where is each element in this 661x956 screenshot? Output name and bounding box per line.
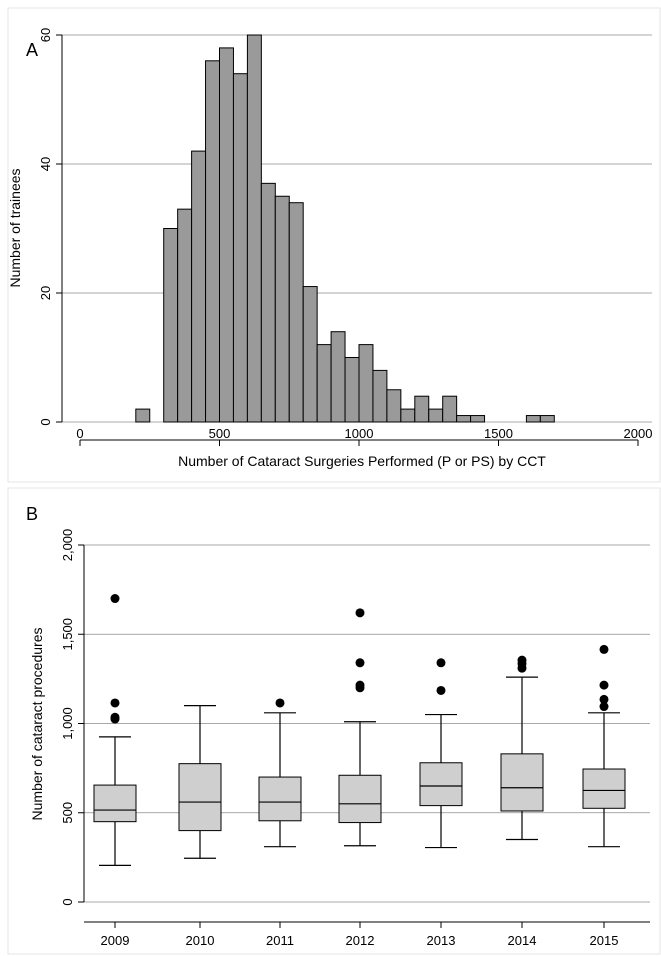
- histogram-bar: [219, 47, 234, 423]
- panel-a-y-ticks: 0 20 40 60: [38, 28, 62, 426]
- panel-a-letter: A: [26, 40, 38, 60]
- panel-b-y-tick-label: 1,500: [60, 618, 75, 651]
- outlier-point: [436, 685, 446, 695]
- panel-b-y-tick-label: 1,000: [60, 707, 75, 740]
- histogram-bar: [316, 344, 332, 423]
- panel-b-x-tick-label: 2012: [346, 933, 375, 948]
- box-2009: [93, 594, 137, 867]
- panel-a-y-tick-label: 0: [38, 418, 53, 425]
- panel-b-x-tick-label: 2015: [590, 933, 619, 948]
- box-2014: [500, 655, 544, 841]
- outlier-point: [599, 702, 609, 712]
- box-2010: [178, 705, 222, 859]
- histogram-bar: [539, 415, 555, 423]
- histogram-bar: [302, 286, 318, 423]
- panel-b-y-axis-title: Number of cataract procedures: [29, 628, 45, 821]
- histogram-bar: [414, 395, 430, 423]
- histogram-bar: [191, 150, 207, 423]
- panel-b-boxes: [93, 594, 626, 867]
- panel-a-x-axis-title: Number of Cataract Surgeries Performed (…: [178, 453, 546, 469]
- histogram-bar: [177, 208, 193, 423]
- outlier-point: [436, 658, 446, 668]
- outlier-point: [355, 683, 365, 693]
- panel-a-x-tick-label: 0: [76, 426, 83, 441]
- panel-b-x-ticks: 2009 2010 2011 2012 2013 2014 2015: [101, 922, 619, 948]
- panel-a-bars: [135, 34, 555, 423]
- panel-b-frame: [7, 487, 661, 955]
- histogram-bar: [372, 369, 388, 423]
- panel-b-letter: B: [26, 504, 38, 524]
- panel-a-histogram: A 0 20 40 60 0 500 1000 1500 2000 Number of Cat…: [7, 7, 661, 483]
- histogram-bar: [525, 415, 541, 423]
- interquartile-box: [258, 776, 302, 822]
- outlier-point: [355, 608, 365, 618]
- panel-a-x-tick-label: 1500: [484, 426, 513, 441]
- histogram-bar: [456, 415, 472, 423]
- histogram-bar: [386, 389, 402, 423]
- panel-a-y-tick-label: 60: [38, 28, 53, 42]
- outlier-point: [110, 698, 120, 708]
- interquartile-box: [178, 763, 222, 832]
- panel-a-y-tick-label: 20: [38, 286, 53, 300]
- histogram-bar: [288, 202, 304, 423]
- histogram-bar: [232, 73, 248, 423]
- histogram-bar: [470, 415, 486, 423]
- box-2013: [419, 658, 463, 849]
- panel-a-y-tick-label: 40: [38, 157, 53, 171]
- outlier-point: [599, 644, 609, 654]
- panel-b-x-tick-label: 2009: [101, 933, 130, 948]
- box-2011: [258, 698, 302, 848]
- outlier-point: [355, 658, 365, 668]
- histogram-bar: [330, 331, 346, 423]
- panel-b-y-tick-label: 500: [60, 802, 75, 824]
- outlier-point: [517, 663, 527, 673]
- interquartile-box: [419, 762, 463, 807]
- panel-a-x-tick-label: 1000: [345, 426, 374, 441]
- outlier-point: [599, 680, 609, 690]
- histogram-bar: [260, 182, 276, 423]
- interquartile-box: [500, 753, 544, 812]
- interquartile-box: [338, 774, 382, 824]
- panel-b-x-tick-label: 2014: [508, 933, 537, 948]
- panel-b-y-ticks: 0 500 1,000 1,500 2,000: [60, 529, 84, 906]
- outlier-point: [599, 694, 609, 704]
- histogram-bar: [135, 408, 151, 423]
- panel-a-x-tick-label: 500: [209, 426, 231, 441]
- outlier-point: [275, 698, 285, 708]
- panel-a-x-tick-label: 2000: [624, 426, 653, 441]
- interquartile-box: [93, 784, 137, 823]
- panel-b-y-tick-label: 0: [60, 898, 75, 905]
- panel-b-x-tick-label: 2011: [266, 933, 294, 948]
- panel-b-y-tick-label: 2,000: [60, 529, 75, 562]
- histogram-bar: [358, 344, 374, 423]
- box-2012: [338, 608, 382, 847]
- histogram-bar: [442, 395, 458, 423]
- histogram-bar: [400, 408, 416, 423]
- histogram-bar: [274, 195, 290, 423]
- histogram-bar: [163, 228, 179, 423]
- histogram-bar: [344, 357, 360, 423]
- histogram-bar: [428, 408, 444, 423]
- panel-a-y-axis-title: Number of trainees: [7, 168, 23, 287]
- outlier-point: [110, 714, 120, 724]
- panel-a-x-ticks: 0 500 1000 1500 2000: [76, 426, 652, 446]
- panel-b-x-tick-label: 2013: [427, 933, 456, 948]
- panel-b-x-tick-label: 2010: [186, 933, 215, 948]
- interquartile-box: [582, 768, 626, 809]
- outlier-point: [110, 594, 120, 604]
- box-2015: [582, 644, 626, 848]
- histogram-bar: [246, 34, 262, 423]
- histogram-bar: [205, 60, 221, 423]
